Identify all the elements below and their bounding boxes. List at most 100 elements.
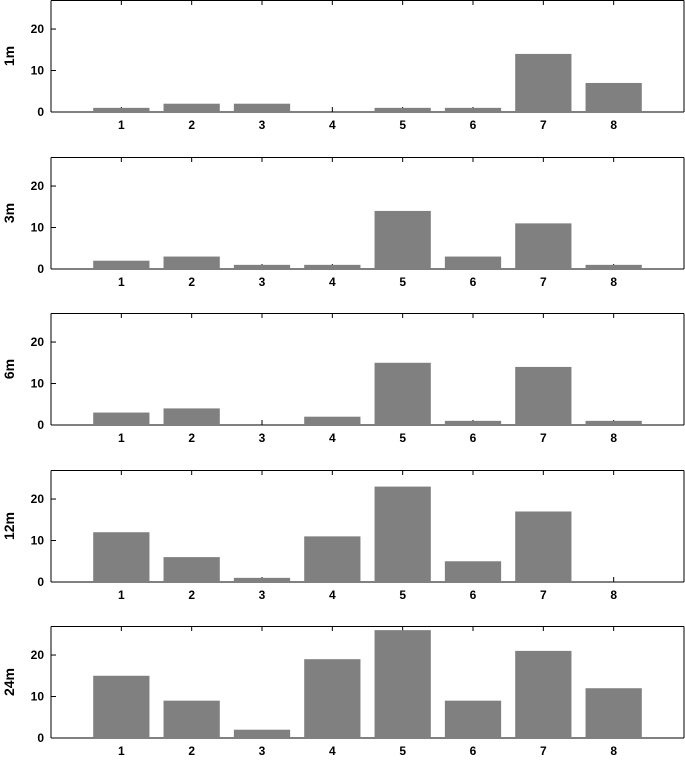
x-tick-label: 5 [399,744,406,758]
bar-1m-2 [163,103,220,112]
x-tick-label: 1 [118,744,125,758]
bar-24m-6 [444,700,502,738]
y-axis-label: 3m [1,203,17,223]
x-tick-label: 4 [329,588,336,602]
x-tick-label: 5 [399,431,406,445]
x-tick-label: 6 [470,588,477,602]
bar-24m-8 [585,688,642,738]
bar-3m-1 [93,260,150,269]
x-tick-label: 3 [259,744,266,758]
bar-24m-1 [93,675,150,738]
x-tick-label: 7 [540,588,547,602]
x-tick-label: 8 [610,431,617,445]
x-tick-label: 2 [188,118,195,132]
y-tick-label: 10 [31,377,45,391]
bar-6m-1 [93,412,150,425]
bar-3m-3 [233,264,291,269]
y-tick-label: 20 [31,22,45,36]
x-tick-label: 2 [188,588,195,602]
x-tick-label: 7 [540,118,547,132]
y-tick-label: 0 [37,262,44,276]
bar-6m-5 [374,362,431,425]
bar-3m-8 [585,264,642,269]
y-tick-label: 10 [31,64,45,78]
bar-1m-6 [444,107,502,112]
y-axis-label: 6m [1,359,17,379]
y-tick-label: 10 [31,534,45,548]
y-tick-label: 0 [37,575,44,589]
bar-1m-7 [515,53,572,112]
bar-6m-6 [444,420,502,425]
x-tick-label: 6 [470,275,477,289]
bar-6m-7 [515,366,572,425]
bar-12m-1 [93,532,150,582]
x-tick-label: 1 [118,118,125,132]
x-tick-label: 6 [470,118,477,132]
y-axis-label: 1m [1,46,17,66]
bar-3m-5 [374,210,431,269]
x-tick-label: 8 [610,588,617,602]
bar-24m-7 [515,650,572,738]
bar-24m-4 [304,659,361,738]
chart-panel-1m: 0 10 20 1 2 3 4 5 6 7 8 1m [1,0,685,132]
bar-12m-5 [374,486,431,582]
y-tick-label: 10 [31,221,45,235]
x-tick-label: 3 [259,118,266,132]
x-tick-label: 3 [259,431,266,445]
bar-24m-3 [233,729,291,738]
x-tick-label: 2 [188,431,195,445]
bar-12m-4 [304,536,361,582]
x-tick-label: 6 [470,431,477,445]
y-tick-label: 20 [31,492,45,506]
x-tick-label: 8 [610,744,617,758]
x-tick-label: 4 [329,431,336,445]
bar-6m-2 [163,408,220,425]
bar-3m-4 [304,264,361,269]
y-tick-label: 0 [37,105,44,119]
bar-12m-2 [163,557,220,582]
chart-panel-6m: 0 10 20 1 2 3 4 5 6 7 8 6m [1,313,685,445]
x-tick-label: 4 [329,275,336,289]
bar-3m-6 [444,256,502,269]
bar-6m-8 [585,420,642,425]
x-tick-label: 5 [399,588,406,602]
y-tick-label: 20 [31,335,45,349]
x-tick-label: 6 [470,744,477,758]
bar-1m-1 [93,107,150,112]
x-tick-label: 3 [259,588,266,602]
x-tick-label: 7 [540,431,547,445]
x-tick-label: 7 [540,275,547,289]
x-tick-label: 5 [399,118,406,132]
x-tick-label: 1 [118,275,125,289]
y-tick-label: 20 [31,648,45,662]
x-tick-label: 2 [188,744,195,758]
chart-panel-3m: 0 10 20 1 2 3 4 5 6 7 8 3m [1,157,685,289]
x-tick-label: 2 [188,275,195,289]
y-tick-label: 0 [37,418,44,432]
x-tick-label: 4 [329,118,336,132]
y-tick-label: 20 [31,179,45,193]
x-tick-label: 8 [610,275,617,289]
bar-1m-5 [374,107,431,112]
bar-3m-7 [515,223,572,269]
bar-24m-2 [163,700,220,738]
x-tick-label: 3 [259,275,266,289]
x-tick-label: 8 [610,118,617,132]
y-axis-label: 12m [1,512,17,540]
chart-panel-24m: 0 10 20 1 2 3 4 5 6 7 8 24m [1,626,685,758]
x-tick-label: 5 [399,275,406,289]
chart-panel-12m: 0 10 20 1 2 3 4 5 6 7 8 12m [1,470,685,602]
bar-24m-5 [374,630,431,738]
bar-1m-8 [585,82,642,112]
y-axis-label: 24m [1,668,17,696]
y-tick-label: 10 [31,690,45,704]
y-tick-label: 0 [37,731,44,745]
x-tick-label: 7 [540,744,547,758]
bar-6m-4 [304,416,361,425]
bar-1m-3 [233,103,291,112]
bar-12m-7 [515,511,572,582]
bar-12m-3 [233,577,291,582]
x-tick-label: 1 [118,588,125,602]
bar-12m-6 [444,561,502,582]
